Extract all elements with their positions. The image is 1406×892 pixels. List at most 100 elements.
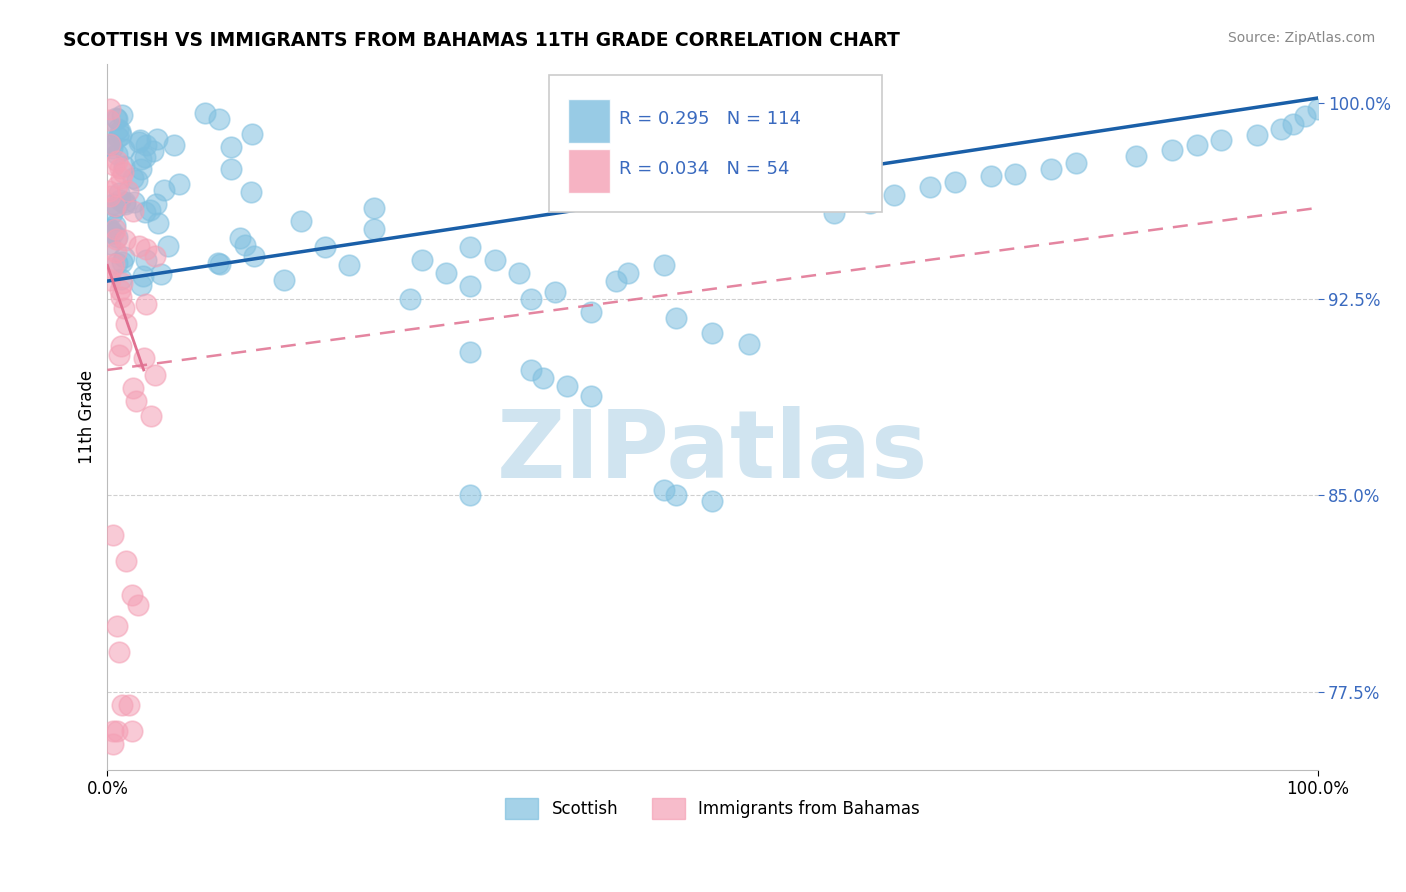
Point: [105, 619, 128, 633]
Point: [105, 112, 128, 126]
Point: [112, 159, 135, 173]
Point: [112, 165, 135, 179]
Point: [544, 285, 567, 299]
Point: [531, 371, 554, 385]
Point: [1185, 138, 1208, 153]
Point: [135, 253, 157, 268]
Point: [104, 245, 127, 260]
Point: [239, 185, 262, 199]
Point: [460, 488, 482, 502]
Text: SCOTTISH VS IMMIGRANTS FROM BAHAMAS 11TH GRADE CORRELATION CHART: SCOTTISH VS IMMIGRANTS FROM BAHAMAS 11TH…: [63, 31, 900, 50]
Point: [104, 218, 127, 232]
Point: [108, 123, 131, 137]
Point: [157, 239, 180, 253]
Point: [121, 380, 143, 394]
Text: ZIPatlas: ZIPatlas: [496, 407, 928, 499]
Point: [135, 242, 157, 256]
Point: [101, 141, 124, 155]
Point: [702, 493, 724, 508]
Point: [125, 394, 148, 409]
Point: [101, 205, 124, 219]
Point: [100, 261, 122, 276]
Text: Source: ZipAtlas.com: Source: ZipAtlas.com: [1227, 31, 1375, 45]
Point: [920, 180, 942, 194]
Point: [98, 273, 121, 287]
Point: [112, 301, 135, 315]
Point: [98, 221, 121, 235]
Text: R = 0.034   N = 54: R = 0.034 N = 54: [619, 160, 790, 178]
Point: [114, 554, 136, 568]
Point: [652, 483, 675, 498]
Point: [110, 339, 132, 353]
Point: [399, 293, 422, 307]
Point: [460, 279, 482, 293]
Point: [135, 296, 157, 310]
Point: [605, 274, 627, 288]
Point: [105, 147, 128, 161]
Point: [242, 249, 264, 263]
Point: [105, 256, 128, 270]
Point: [1246, 128, 1268, 142]
Point: [652, 259, 675, 273]
Point: [314, 240, 336, 254]
Point: [110, 272, 132, 286]
Point: [434, 266, 457, 280]
Point: [112, 142, 135, 156]
Point: [97, 184, 120, 198]
Point: [122, 194, 145, 209]
Point: [110, 290, 132, 304]
Legend: Scottish, Immigrants from Bahamas: Scottish, Immigrants from Bahamas: [498, 791, 927, 825]
Point: [121, 588, 143, 602]
Point: [273, 273, 295, 287]
Point: [143, 248, 166, 262]
Point: [105, 230, 128, 244]
Point: [103, 723, 125, 738]
Point: [702, 326, 724, 341]
Point: [122, 171, 145, 186]
Point: [146, 216, 169, 230]
Point: [290, 214, 312, 228]
FancyBboxPatch shape: [550, 75, 882, 212]
Point: [1295, 109, 1317, 123]
Point: [1209, 133, 1232, 147]
Point: [105, 723, 128, 738]
Point: [207, 256, 229, 270]
Point: [98, 224, 121, 238]
Point: [139, 203, 162, 218]
Point: [121, 723, 143, 738]
Point: [104, 222, 127, 236]
Point: [111, 255, 134, 269]
FancyBboxPatch shape: [568, 99, 610, 143]
Point: [883, 187, 905, 202]
Point: [520, 363, 543, 377]
Point: [131, 152, 153, 166]
Point: [111, 277, 134, 291]
Point: [153, 183, 176, 197]
Point: [105, 179, 128, 194]
Point: [114, 195, 136, 210]
Point: [127, 172, 149, 186]
Point: [228, 230, 250, 244]
Point: [100, 136, 122, 151]
Point: [581, 389, 603, 403]
Point: [1064, 156, 1087, 170]
Point: [142, 144, 165, 158]
Point: [103, 527, 125, 541]
Point: [107, 129, 129, 144]
Point: [114, 233, 136, 247]
Point: [98, 188, 121, 202]
Point: [111, 698, 134, 712]
Point: [129, 162, 152, 177]
Point: [108, 283, 131, 297]
Point: [738, 336, 761, 351]
Point: [132, 351, 155, 366]
Point: [122, 203, 145, 218]
Point: [98, 112, 121, 127]
Point: [98, 137, 121, 152]
Point: [141, 409, 163, 423]
Point: [150, 267, 173, 281]
Point: [104, 232, 127, 246]
Point: [107, 121, 129, 136]
Point: [101, 197, 124, 211]
Point: [111, 108, 134, 122]
